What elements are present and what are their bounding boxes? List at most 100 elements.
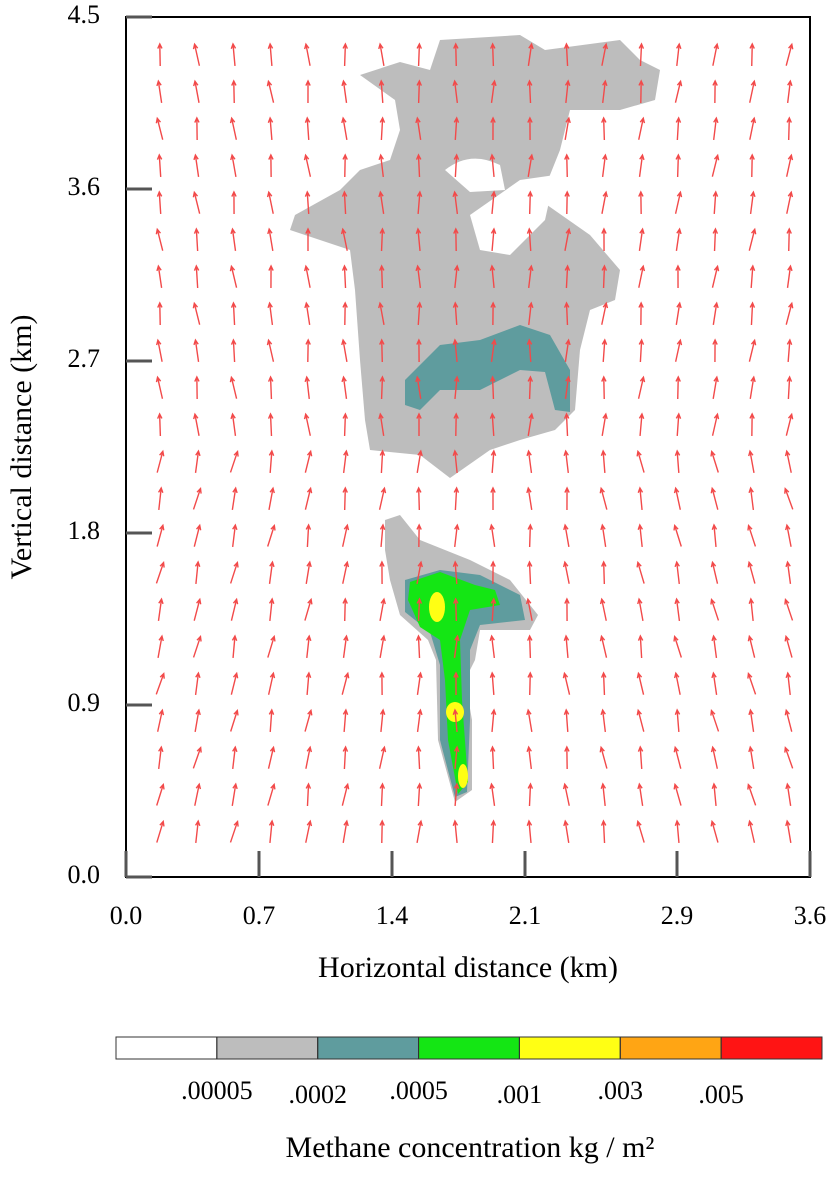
wind-vector (379, 449, 386, 474)
wind-vector (638, 190, 644, 215)
wind-vector (156, 79, 163, 103)
wind-vector (267, 634, 276, 658)
wind-vector (341, 338, 348, 362)
wind-vector (304, 375, 310, 400)
wind-vector (675, 264, 681, 289)
wind-vector (564, 264, 571, 289)
wind-vector (711, 264, 720, 288)
wind-vector (378, 301, 385, 325)
wind-vector (230, 597, 239, 621)
wind-vector (601, 375, 607, 400)
y-tick-label: 0.0 (68, 860, 101, 889)
wind-vector (453, 486, 460, 511)
wind-vector (637, 597, 644, 621)
wind-vector (564, 79, 571, 104)
wind-vector (490, 338, 497, 362)
wind-vector (378, 153, 384, 178)
wind-vector (526, 338, 533, 363)
wind-vector (156, 449, 165, 473)
wind-vector (157, 412, 163, 437)
wind-vector (415, 227, 422, 252)
wind-vector (600, 671, 607, 696)
wind-vector (749, 264, 756, 289)
wind-vector (193, 412, 200, 436)
wind-vector (785, 671, 792, 696)
wind-vector (415, 375, 422, 399)
wind-vector (711, 782, 718, 807)
wind-vector (489, 375, 496, 400)
wind-vector (786, 79, 793, 104)
wind-vector (710, 598, 720, 621)
wind-vector (712, 116, 719, 141)
wind-vector (527, 190, 533, 215)
x-tick-label: 0.0 (110, 901, 143, 930)
wind-vector (378, 79, 385, 104)
wind-vector (490, 42, 496, 67)
wind-vector (564, 745, 570, 770)
wind-vector (673, 486, 682, 510)
wind-vector (379, 708, 386, 733)
wind-vector (636, 819, 645, 843)
wind-vector (378, 190, 385, 214)
wind-vector (601, 338, 608, 363)
wind-vector (230, 671, 239, 695)
x-axis-label: Horizontal distance (km) (318, 951, 618, 984)
wind-vector (230, 708, 239, 732)
wind-vector (636, 671, 645, 695)
wind-vector (194, 375, 200, 400)
wind-vector (601, 42, 609, 66)
wind-vector (156, 190, 163, 215)
wind-vector (712, 301, 719, 325)
wind-vector (267, 375, 274, 400)
wind-vector (305, 819, 313, 843)
wind-vector (416, 708, 423, 732)
wind-vector (342, 301, 348, 326)
wind-vector (156, 264, 163, 288)
x-tick-label: 2.1 (509, 901, 542, 930)
wind-vector (527, 412, 534, 436)
wind-vector (527, 634, 533, 659)
wind-vector (231, 782, 238, 806)
wind-vector (490, 116, 496, 141)
wind-vector (305, 227, 311, 252)
wind-vector (527, 782, 534, 807)
wind-vector (674, 708, 681, 733)
wind-vector (194, 671, 201, 695)
contour-region (458, 764, 468, 788)
contour-field (290, 35, 660, 802)
wind-vector (379, 227, 386, 252)
contour-region (290, 35, 660, 478)
wind-vector (784, 598, 794, 621)
wind-vector (747, 560, 756, 584)
wind-vector (564, 227, 571, 251)
contour-region (405, 325, 570, 412)
wind-vector (526, 227, 533, 252)
wind-vector (268, 560, 275, 584)
wind-vector (599, 745, 608, 769)
wind-vector (712, 338, 718, 363)
wind-vector (416, 782, 423, 807)
wind-vector (452, 301, 459, 326)
wind-vector (453, 42, 459, 67)
wind-vector (712, 42, 720, 66)
wind-vector (562, 560, 570, 584)
wind-vector (749, 116, 757, 140)
wind-vector (303, 264, 311, 288)
wind-vector (416, 42, 423, 67)
colorbar-swatch (720, 1036, 823, 1060)
wind-vector (452, 79, 459, 104)
wind-vector (747, 783, 757, 806)
wind-vector (194, 116, 200, 141)
wind-vector (601, 412, 608, 436)
wind-vector (230, 412, 237, 436)
wind-vector (379, 116, 386, 141)
wind-vector (304, 42, 311, 66)
wind-vector (304, 597, 313, 621)
wind-vector (378, 42, 385, 66)
wind-vector (229, 116, 238, 140)
wind-vector (784, 634, 793, 658)
wind-vector (526, 708, 533, 732)
wind-vector (304, 449, 313, 473)
wind-vector (600, 449, 607, 474)
wind-vector (563, 42, 570, 67)
